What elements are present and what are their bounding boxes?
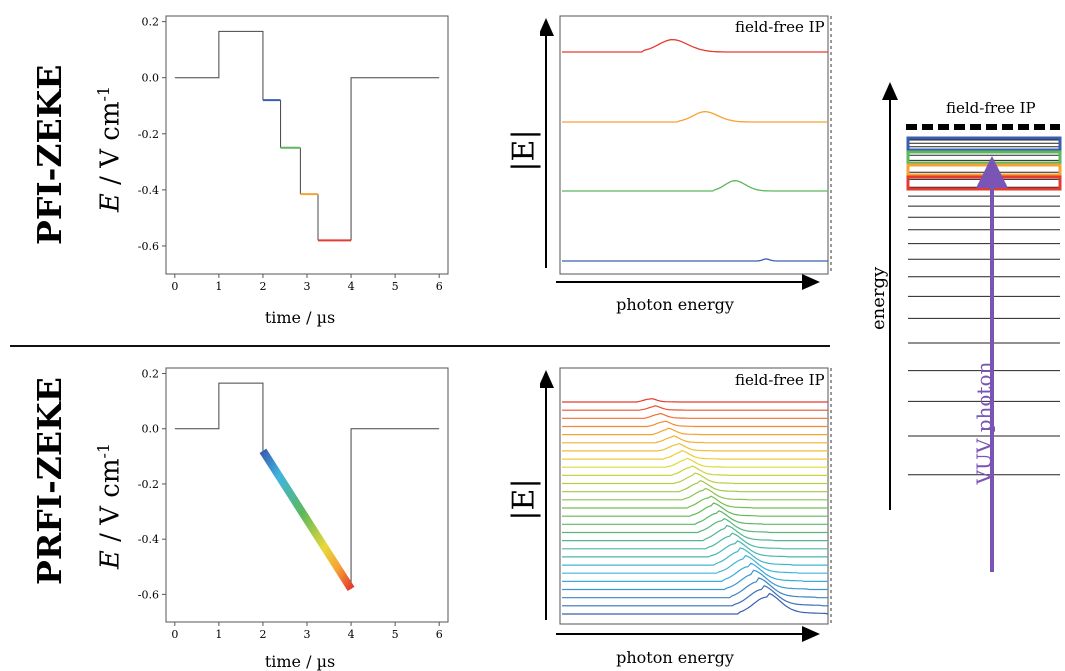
- level-ip-label: field-free IP: [946, 99, 1036, 117]
- bottom-field-frame: [165, 367, 449, 623]
- y-tick-label: -0.6: [138, 240, 159, 253]
- method-label-bottom: PRFI-ZEKE: [30, 377, 69, 585]
- x-tick-label: 4: [348, 628, 355, 641]
- spectrum-trace: [562, 442, 828, 452]
- panel-divider: [10, 345, 830, 347]
- x-tick-label: 1: [215, 280, 222, 293]
- spectrum-trace: [562, 569, 828, 591]
- bottom-ylabel-symbol: E: [95, 550, 126, 570]
- y-tick-label: 0.2: [142, 368, 160, 381]
- bottom-field-xlabel: time / µs: [264, 652, 336, 671]
- x-tick-label: 2: [259, 280, 266, 293]
- x-tick-label: 5: [392, 280, 399, 293]
- x-tick-label: 5: [392, 628, 399, 641]
- spectrum-trace: [562, 495, 828, 509]
- spectrum-trace: [562, 450, 828, 460]
- spectrum-trace-blue: [562, 258, 828, 262]
- y-tick-label: -0.2: [138, 128, 159, 141]
- spectrum-trace-red: [562, 38, 828, 53]
- y-tick-label: -0.4: [138, 533, 159, 546]
- spectrum-trace: [562, 412, 828, 419]
- top-spectrum-xlabel: photon energy: [616, 295, 734, 314]
- spectrum-trace: [562, 592, 829, 615]
- y-tick-label: 0.0: [142, 72, 160, 85]
- spectrum-trace: [562, 472, 828, 485]
- spectrum-trace-green: [562, 180, 828, 192]
- spectrum-trace: [562, 398, 828, 403]
- x-tick-label: 1: [215, 628, 222, 641]
- pulse-line-end: [350, 428, 440, 589]
- top-spectrum-ip-label: field-free IP: [735, 18, 825, 36]
- spectrum-trace: [562, 577, 828, 599]
- top-ylabel-unit: / V cm: [95, 101, 126, 185]
- pulse-line: [174, 382, 264, 451]
- x-tick-label: 2: [259, 628, 266, 641]
- spectrum-trace: [562, 405, 828, 411]
- bottom-spectrum-plot: [540, 367, 832, 642]
- top-field-plot: 0 1 2 3 4 5 6 0.2 0.0 -0.2 -0.4 -0.6: [138, 15, 449, 293]
- spectrum-trace: [562, 562, 828, 582]
- ramp-gradient-line: [259, 448, 355, 592]
- top-ylabel-symbol: E: [95, 193, 126, 213]
- level-box-green: [906, 150, 1062, 165]
- bottom-field-plot: 0 1 2 3 4 5 6 0.2 0.0 -0.2 -0.4 -0.6: [138, 367, 449, 641]
- y-tick-label: 0.2: [142, 16, 160, 29]
- spectrum-trace: [562, 465, 828, 476]
- pulse-line-end: [350, 77, 440, 241]
- bottom-ylabel-unit: / V cm: [95, 458, 126, 542]
- pulse-line: [174, 30, 264, 101]
- vuv-photon-label: VUV photon: [972, 361, 996, 485]
- bottom-ylabel-exp: -1: [94, 442, 113, 459]
- spectrum-trace: [562, 532, 828, 550]
- level-diagram: [882, 82, 1062, 572]
- top-field-frame: [165, 15, 449, 275]
- spectrum-trace: [562, 517, 828, 534]
- level-box-blue: [906, 136, 1062, 152]
- spectrum-trace: [562, 480, 828, 493]
- x-tick-label: 0: [171, 280, 178, 293]
- spectrum-trace: [562, 510, 828, 525]
- y-tick-label: 0.0: [142, 423, 160, 436]
- y-tick-label: -0.6: [138, 588, 159, 601]
- spectrum-trace: [562, 547, 828, 566]
- method-label-top: PFI-ZEKE: [30, 64, 69, 245]
- x-tick-label: 4: [348, 280, 355, 293]
- top-spectrum-ylabel: |E|: [506, 129, 542, 172]
- top-ylabel: E / V cm-1: [94, 69, 126, 229]
- spectrum-trace: [562, 420, 828, 428]
- y-tick-label: -0.2: [138, 478, 159, 491]
- spectrum-trace: [562, 502, 828, 517]
- bottom-spectrum-ip-label: field-free IP: [735, 371, 825, 389]
- x-tick-label: 6: [436, 280, 443, 293]
- bottom-spectrum-xlabel: photon energy: [616, 648, 734, 667]
- bottom-spectrum-ylabel: |E|: [506, 478, 542, 521]
- spectrum-trace: [562, 457, 828, 468]
- x-tick-label: 3: [304, 628, 311, 641]
- spectrum-trace: [562, 427, 828, 436]
- y-tick-label: -0.4: [138, 184, 159, 197]
- spectrum-trace: [562, 524, 828, 542]
- top-spectrum-plot: [540, 15, 832, 290]
- spectrum-trace: [562, 584, 828, 607]
- spectrum-trace: [562, 487, 828, 501]
- top-spectrum-frame: [559, 15, 829, 275]
- bottom-spectrum-frame: [559, 367, 829, 625]
- spectrum-trace: [562, 435, 828, 444]
- bottom-ylabel: E / V cm-1: [94, 426, 126, 586]
- x-tick-label: 0: [171, 628, 178, 641]
- x-tick-label: 3: [304, 280, 311, 293]
- level-box-orange: [906, 163, 1062, 177]
- top-field-xlabel: time / µs: [264, 308, 336, 327]
- spectrum-trace: [562, 554, 828, 574]
- x-tick-label: 6: [436, 628, 443, 641]
- spectrum-trace-orange: [562, 111, 828, 123]
- top-ylabel-exp: -1: [94, 85, 113, 102]
- spectrum-trace: [562, 540, 828, 558]
